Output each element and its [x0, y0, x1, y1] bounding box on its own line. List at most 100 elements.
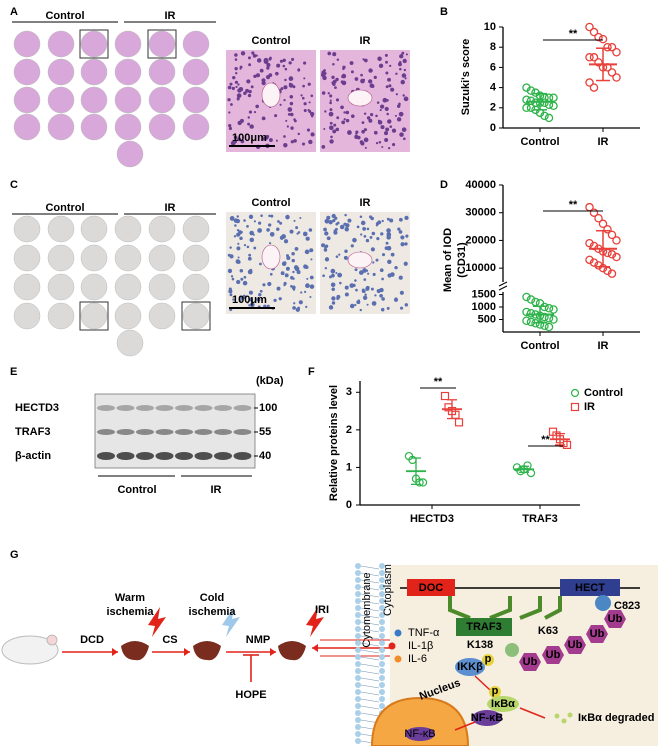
data-point [522, 316, 531, 325]
cell-nucleus [322, 274, 325, 278]
cell-nucleus [259, 262, 262, 266]
significance-label: ** [434, 376, 443, 388]
cell-nucleus [284, 273, 289, 278]
lipid-head [379, 591, 385, 597]
cell-nucleus [343, 111, 346, 114]
cell-nucleus [247, 256, 252, 261]
cell-nucleus [295, 307, 300, 312]
cell-nucleus [274, 114, 278, 118]
cell-nucleus [352, 283, 356, 287]
cell-nucleus [283, 239, 289, 244]
x-tick-label: HECTD3 [410, 513, 454, 525]
cell-nucleus [246, 79, 251, 84]
cell-nucleus [324, 231, 329, 236]
cell-nucleus [377, 56, 382, 61]
cell-nucleus [295, 226, 299, 230]
cell-nucleus [357, 299, 360, 302]
phospho [489, 686, 501, 698]
micrograph-label: IR [360, 197, 371, 209]
lipid-head [355, 605, 361, 611]
cell-nucleus [403, 68, 407, 72]
cell-nucleus [276, 63, 281, 68]
legend-marker [570, 402, 580, 412]
ub-label: Ub [568, 639, 583, 651]
lipid-head [355, 654, 361, 660]
cell-nucleus [331, 301, 336, 305]
cell-nucleus [333, 230, 338, 235]
y-axis-label: Mean of IOD [442, 228, 454, 292]
tissue-section [47, 30, 75, 58]
lipid-head [379, 682, 385, 688]
cell-nucleus [270, 214, 274, 218]
cell-nucleus [243, 91, 247, 96]
tissue-section [13, 58, 41, 86]
condition-label: ischemia [106, 606, 154, 618]
cytoplasm-label: Cytoplasm [382, 564, 394, 616]
cell-nucleus [381, 145, 384, 148]
tissue-section [13, 113, 41, 141]
ikba-protein [487, 696, 519, 712]
y-tick-label: 10000 [465, 262, 496, 274]
cell-nucleus [292, 270, 295, 274]
data-point [598, 219, 608, 229]
lipid-tail [360, 579, 380, 584]
cell-nucleus [309, 284, 315, 289]
panel-label: C [10, 179, 18, 191]
cell-nucleus [385, 241, 389, 245]
cell-nucleus [359, 140, 364, 145]
micrograph-label: IR [360, 35, 371, 47]
data-point [454, 418, 464, 427]
data-point [585, 78, 594, 87]
cell-nucleus [341, 75, 345, 79]
cell-nucleus [309, 111, 315, 117]
cell-nucleus [360, 220, 366, 226]
cell-nucleus [361, 288, 365, 292]
cell-nucleus [251, 51, 255, 55]
cell-nucleus [309, 248, 314, 253]
y-tick-label: 3 [346, 386, 352, 398]
cell-nucleus [236, 229, 240, 232]
cell-nucleus [303, 108, 307, 113]
cell-nucleus [279, 221, 283, 225]
cell-nucleus [356, 135, 361, 140]
cell-nucleus [386, 112, 389, 116]
cell-nucleus [329, 101, 332, 105]
lipid-head [379, 570, 385, 576]
cell-nucleus [365, 286, 370, 291]
lipid-head [379, 640, 385, 646]
cell-nucleus [399, 290, 404, 295]
step-label: HOPE [235, 689, 266, 701]
cell-nucleus [399, 54, 404, 59]
data-point [522, 103, 531, 113]
cell-nucleus [246, 89, 249, 92]
cell-nucleus [297, 231, 301, 234]
y-tick-label: 2 [346, 424, 352, 436]
cell-nucleus [253, 111, 257, 114]
cell-nucleus [277, 220, 280, 223]
cell-nucleus [293, 265, 299, 270]
cell-nucleus [243, 219, 246, 222]
cell-nucleus [364, 293, 367, 296]
cell-nucleus [303, 102, 307, 106]
lipid-head [379, 689, 385, 695]
cell-nucleus [239, 236, 243, 241]
cell-nucleus [387, 119, 392, 124]
selection-box [181, 301, 211, 331]
data-point [549, 315, 558, 324]
cell-nucleus [294, 246, 299, 251]
cell-nucleus [228, 123, 232, 128]
cell-nucleus [242, 295, 247, 299]
lipid-head [355, 563, 361, 569]
cell-nucleus [284, 78, 287, 82]
lipid-tail [360, 677, 380, 682]
data-point [589, 258, 599, 267]
cell-nucleus [345, 118, 350, 123]
cell-nucleus [236, 279, 241, 285]
cell-nucleus [329, 125, 334, 131]
cell-nucleus [343, 222, 347, 226]
lipid-head [379, 605, 385, 611]
cell-nucleus [281, 234, 286, 239]
cell-nucleus [256, 58, 262, 63]
cell-nucleus [280, 87, 284, 90]
cell-nucleus [344, 285, 349, 290]
